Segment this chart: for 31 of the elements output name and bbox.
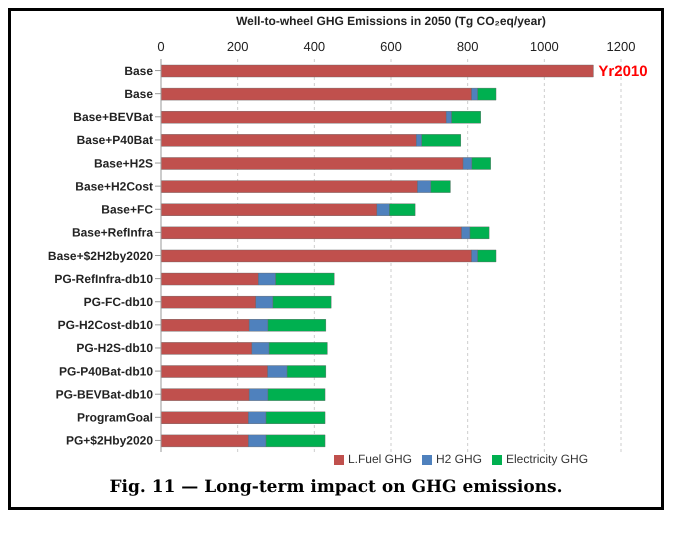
y-tick-label: Base+FC bbox=[101, 202, 154, 217]
legend-label: L.Fuel GHG bbox=[348, 452, 412, 466]
y-tick-label: Base bbox=[124, 64, 154, 78]
x-tick-label: 800 bbox=[456, 39, 479, 54]
y-tick-label: Base+H2Cost bbox=[75, 179, 153, 194]
y-tick-label: PG-BEVBat-db10 bbox=[56, 387, 154, 402]
x-tick-label: 200 bbox=[226, 39, 249, 54]
annotation: Yr2010 bbox=[598, 63, 648, 80]
x-axis-title: Well-to-wheel GHG Emissions in 2050 (Tg CO₂eq/year) bbox=[236, 14, 546, 28]
y-tick-label: PG-H2Cost-db10 bbox=[58, 318, 154, 332]
y-tick-label: Base+P40Bat bbox=[76, 133, 153, 148]
y-tick-label: PG-FC-db10 bbox=[84, 294, 154, 309]
legend-label: Electricity GHG bbox=[506, 452, 588, 466]
y-tick-label: PG-H2S-db10 bbox=[76, 341, 154, 356]
y-tick-label: PG+$2Hby2020 bbox=[66, 434, 154, 448]
x-tick-label: 1000 bbox=[530, 39, 559, 54]
y-tick-label: PG-RefInfra-db10 bbox=[54, 272, 154, 286]
y-tick-label: Base+BEVBat bbox=[73, 110, 153, 124]
y-tick-label: PG-P40Bat-db10 bbox=[58, 364, 154, 378]
caption: Fig. 11 — Long-term impact on GHG emissions. bbox=[108, 476, 564, 499]
y-tick-label: Base+H2S bbox=[94, 156, 153, 170]
legend-label: H2 GHG bbox=[436, 452, 482, 466]
x-tick-label: 600 bbox=[380, 39, 402, 54]
x-tick-label: 0 bbox=[157, 39, 165, 54]
y-tick-label: ProgramGoal bbox=[76, 410, 153, 425]
x-tick-label: 400 bbox=[303, 39, 326, 54]
y-tick-label: Base bbox=[124, 86, 154, 101]
y-tick-label: Base+$2H2by2020 bbox=[48, 248, 154, 263]
x-tick-label: 1200 bbox=[606, 39, 636, 54]
y-tick-label: Base+RefInfra bbox=[72, 226, 154, 240]
bar bbox=[161, 64, 594, 78]
